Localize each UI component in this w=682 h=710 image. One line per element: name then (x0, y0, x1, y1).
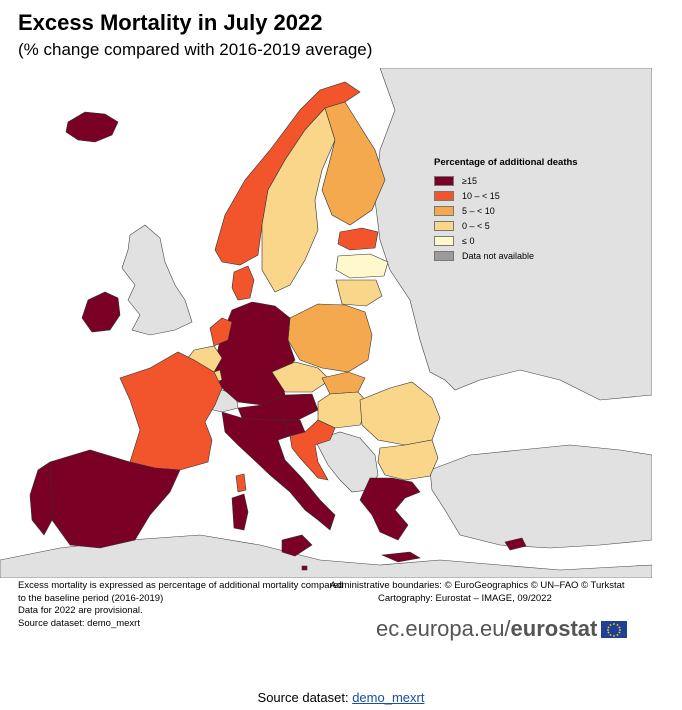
legend-swatch (434, 175, 454, 186)
greece (359, 477, 421, 541)
legend-label: ≤ 0 (462, 235, 475, 246)
netherlands (209, 317, 233, 347)
eu-countries (29, 81, 527, 571)
credits: Administrative boundaries: © EuroGeograp… (330, 580, 660, 605)
italy (221, 411, 336, 531)
source-line: Source dataset: demo_mexrt (0, 690, 682, 705)
legend-item: ≤ 0 (434, 233, 578, 248)
legend-item: ≥15 (434, 173, 578, 188)
map-title: Excess Mortality in July 2022 (18, 10, 323, 35)
legend-item: 10 – < 15 (434, 188, 578, 203)
corsica (235, 473, 247, 493)
slovakia (321, 371, 366, 395)
sardinia (231, 493, 249, 531)
cyprus (504, 537, 527, 551)
lithuania (335, 279, 383, 307)
croatia (289, 419, 336, 481)
bulgaria (377, 439, 439, 481)
legend-swatch (434, 205, 454, 216)
legend-label: 10 – < 15 (462, 190, 500, 201)
source-label: Source dataset: (257, 690, 353, 705)
portugal (29, 461, 53, 536)
ireland (81, 291, 121, 333)
crete (380, 551, 421, 563)
legend-item: 5 – < 10 (434, 203, 578, 218)
map-subtitle: (% change compared with 2016-2019 averag… (18, 40, 373, 59)
footnote-line: Data for 2022 are provisional. (18, 605, 143, 616)
brand-name: eurostat (510, 616, 598, 641)
latvia (335, 253, 389, 279)
north-africa-region (0, 534, 652, 578)
europe-map (0, 68, 652, 578)
legend-label: Data not available (462, 250, 535, 261)
footnotes: Excess mortality is expressed as percent… (18, 580, 388, 630)
footnote-line: to the baseline period (2016-2019) (18, 592, 164, 604)
map-legend: Percentage of additional deaths ≥15 10 –… (434, 157, 578, 263)
legend-item: 0 – < 5 (434, 218, 578, 233)
poland (287, 303, 373, 373)
romania (359, 381, 441, 446)
denmark (231, 265, 255, 301)
legend-label: 5 – < 10 (462, 205, 495, 216)
eu-flag-icon (601, 620, 628, 638)
legend-item: Data not available (434, 248, 578, 263)
credit-cartography: Cartography: Eurostat – IMAGE, 09/2022 (378, 592, 552, 604)
malta (301, 565, 308, 571)
france (119, 351, 223, 471)
sicily (281, 534, 313, 557)
credit-boundaries: Administrative boundaries: © EuroGeograp… (330, 580, 625, 591)
source-dataset-link[interactable]: demo_mexrt (352, 690, 425, 705)
legend-label: ≥15 (462, 175, 477, 186)
legend-swatch (434, 190, 454, 201)
legend-swatch (434, 250, 454, 261)
brand-prefix: ec.europa.eu/ (376, 616, 511, 641)
turkey-region (429, 444, 652, 549)
sweden (261, 107, 336, 293)
iceland (65, 111, 119, 143)
united-kingdom-region (121, 224, 193, 336)
finland (321, 101, 386, 226)
footnote-line: Source dataset: demo_mexrt (18, 617, 140, 629)
estonia (337, 227, 379, 251)
legend-title: Percentage of additional deaths (434, 157, 578, 168)
non-eu-land (0, 68, 652, 578)
legend-label: 0 – < 5 (462, 220, 490, 231)
legend-swatch (434, 220, 454, 231)
footnote-line: Excess mortality is expressed as percent… (18, 580, 344, 591)
eurostat-logo: ec.europa.eu/eurostat (376, 616, 628, 642)
legend-swatch (434, 235, 454, 246)
